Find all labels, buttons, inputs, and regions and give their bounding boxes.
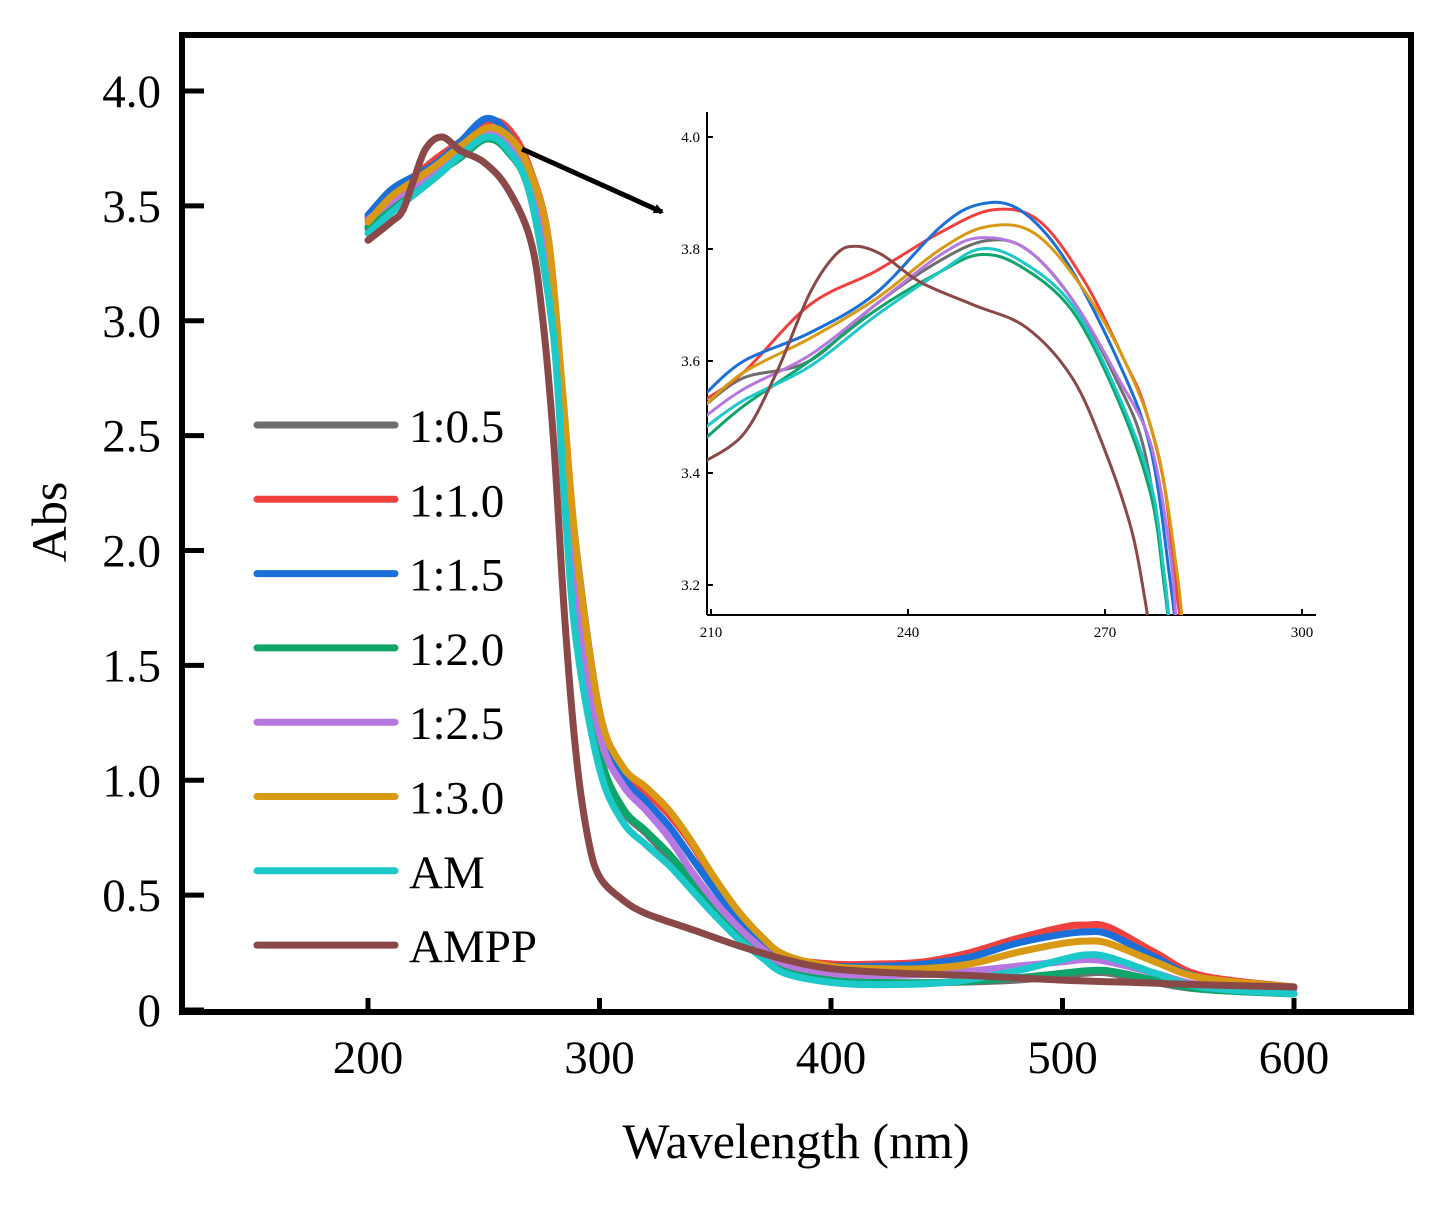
inset-plot: 210 240 270 300 3.2 3.4 3.6 3.8 4.0 [681,112,1316,641]
series-line [364,135,1298,998]
legend-label: 1:2.0 [409,624,504,676]
y-axis-label: Abs [21,482,77,563]
y-tick-label: 0.5 [102,870,161,922]
legend-label: 1:1.5 [409,550,504,602]
inset-y-tick-label: 4.0 [681,130,700,146]
inset-series-line [707,223,1184,615]
y-tick-label: 3.5 [102,181,161,233]
legend-label: AMPP [409,921,537,973]
inset-x-tick-label: 210 [700,625,723,641]
inset-y-tick-label: 3.2 [681,578,700,594]
x-tick-label: 500 [1027,1032,1098,1084]
series-line [364,117,1298,991]
series-line [364,133,1298,991]
main-plot: 200 300 400 500 600 0 0.5 1.0 1.5 2.0 2.5 3.0 3.5 4.0… [21,32,1414,1169]
y-tick-label: 1.0 [102,755,161,807]
inset-x-tick-label: 240 [897,625,920,641]
x-tick-label: 200 [333,1032,404,1084]
legend-label: 1:1.0 [409,475,504,527]
inset-series-line [707,200,1176,615]
inset-series-line [707,236,1178,615]
legend: 1:0.5 1:1.0 1:1.5 1:2.0 1:2.5 1:3.0 AM AMPP [253,401,537,973]
y-tick-label: 1.5 [102,640,161,692]
main-plot-frame [179,32,1414,1015]
x-tick-label: 400 [796,1032,867,1084]
main-series-group [364,114,1298,998]
inset-x-tick-label: 270 [1094,625,1117,641]
series-line [364,114,1298,991]
inset-series-line [707,252,1170,615]
y-tick-label: 3.0 [102,296,161,348]
series-line [364,124,1298,991]
legend-label: 1:0.5 [409,401,504,453]
inset-series-line [707,244,1149,615]
inset-arrow [520,146,664,215]
legend-label: 1:2.5 [409,698,504,750]
inset-y-tick-label: 3.8 [681,242,700,258]
y-tick-label: 2.5 [102,411,161,463]
inset-series-group [707,200,1184,615]
inset-series-line [707,207,1182,615]
x-tick-label: 600 [1259,1032,1330,1084]
y-tick-label: 0 [138,985,162,1037]
series-line [364,133,1298,998]
y-tick-label: 2.0 [102,526,161,578]
x-tick-label: 300 [564,1032,635,1084]
inset-x-tick-label: 300 [1291,625,1314,641]
inset-y-tick-label: 3.6 [681,354,700,370]
inset-y-tick-label: 3.4 [681,466,700,482]
legend-label: AM [409,847,485,899]
inset-series-line [707,247,1170,615]
legend-label: 1:3.0 [409,773,504,825]
x-axis-label: Wavelength (nm) [622,1113,969,1169]
y-tick-label: 4.0 [102,66,161,118]
